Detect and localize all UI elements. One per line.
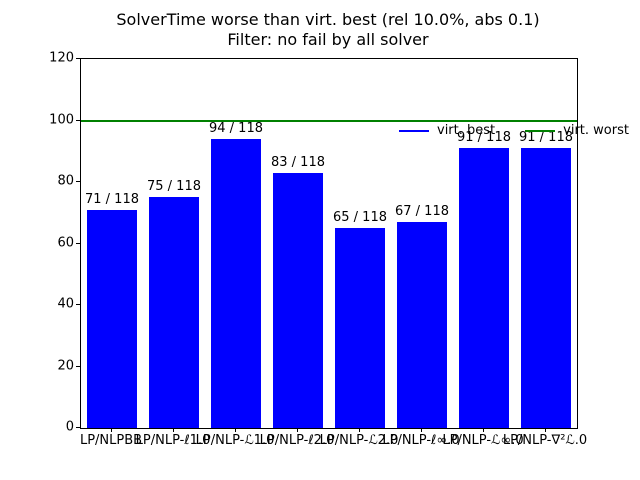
y-tick-mark (76, 181, 80, 182)
y-tick-label: 20 (57, 358, 74, 373)
bar (397, 221, 447, 428)
bar (211, 138, 261, 428)
y-tick-label: 80 (57, 173, 74, 189)
bar-value-label: 75 / 118 (147, 179, 201, 195)
x-tick-label: LP/NLP-ℒ1.0 (195, 433, 275, 448)
bar-value-label: 83 / 118 (271, 154, 325, 170)
bar (459, 148, 509, 428)
x-tick-label: LP/NLPBB (79, 433, 143, 448)
y-tick-mark (76, 304, 80, 305)
bar-value-label: 91 / 118 (457, 130, 511, 146)
bar (273, 172, 323, 428)
plot-area: 71 / 118 75 / 118 94 / 118 83 / 118 65 / 118… (80, 58, 629, 429)
x-tick-mark (545, 428, 546, 432)
bar-value-label: 65 / 118 (333, 210, 387, 226)
legend-item-virt-worst: virt. worst (525, 123, 629, 138)
legend-line-virt-worst (525, 129, 556, 132)
legend-label-virt-best: virt. best (437, 123, 496, 138)
x-tick-mark (235, 428, 236, 432)
y-tick-label: 0 (65, 419, 74, 435)
refline-virt-worst (81, 119, 577, 122)
bar-value-label: 71 / 118 (85, 191, 139, 207)
bar (87, 209, 137, 428)
x-tick-label: LP/NLP-ℓ∞.0 (382, 433, 460, 448)
y-tick-label: 60 (57, 235, 74, 250)
y-tick-mark (76, 427, 80, 428)
legend-line-virt-best (399, 129, 429, 132)
x-tick-mark (359, 428, 360, 432)
chart-subtitle: Filter: no fail by all solver (227, 30, 429, 49)
x-tick-mark (483, 428, 484, 432)
y-tick-label: 40 (57, 296, 74, 312)
x-tick-label: LP/NLP-ℒ∞.0 (442, 433, 524, 448)
x-tick-label: LP/NLP-ℓ2.0 (259, 433, 335, 448)
legend-item-virt-best: virt. best (399, 123, 495, 138)
bar (335, 228, 385, 428)
x-tick-mark (297, 428, 298, 432)
y-tick-mark (76, 119, 80, 121)
bar-value-label: 94 / 118 (209, 120, 263, 136)
x-tick-label: LP/NLP-ℓ1.0 (135, 433, 211, 448)
legend: virt. best virt. worst (399, 123, 629, 138)
bar (521, 148, 571, 428)
x-tick-mark (173, 428, 174, 432)
bar-value-label: 91 / 118 (519, 130, 573, 146)
y-tick-mark (76, 58, 80, 59)
x-tick-label: LP/NLP-ℒ2.0 (319, 433, 399, 448)
x-tick-label: LP/NLP-∇²ℒ.0 (502, 433, 588, 448)
x-tick-mark (111, 428, 112, 432)
y-tick-label: 100 (49, 112, 74, 127)
y-tick-label: 120 (49, 50, 74, 66)
y-tick-mark (76, 365, 80, 367)
bar-value-label: 67 / 118 (395, 203, 449, 219)
chart-title: SolverTime worse than virt. best (rel 10… (116, 10, 540, 29)
bar (149, 197, 199, 428)
y-tick-mark (76, 242, 80, 244)
x-tick-mark (421, 428, 422, 432)
legend-label-virt-worst: virt. worst (563, 123, 629, 138)
chart-title-block: SolverTime worse than virt. best (rel 10… (80, 10, 576, 50)
